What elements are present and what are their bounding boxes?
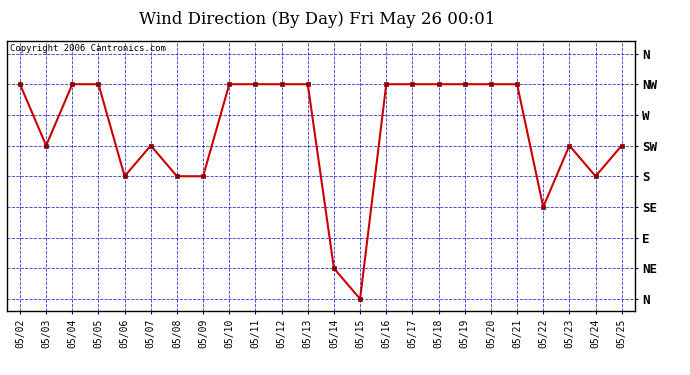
Text: Wind Direction (By Day) Fri May 26 00:01: Wind Direction (By Day) Fri May 26 00:01 bbox=[139, 11, 495, 28]
Text: Copyright 2006 Cantronics.com: Copyright 2006 Cantronics.com bbox=[10, 44, 166, 53]
